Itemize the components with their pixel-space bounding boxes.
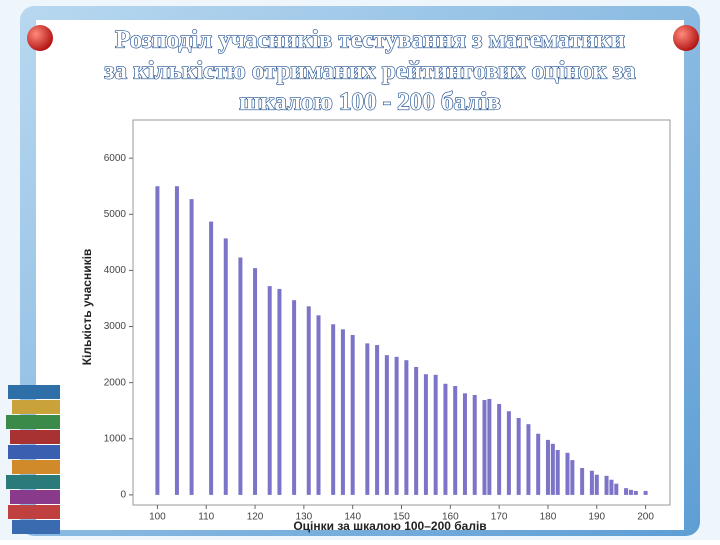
bar [633, 490, 638, 495]
bar [384, 355, 389, 495]
bar [536, 433, 541, 495]
x-axis-label: Оцінки за шкалою 100–200 балів [293, 519, 486, 533]
bar [238, 257, 243, 495]
y-tick-label: 6000 [104, 153, 127, 164]
bar [277, 288, 282, 495]
plot-area [132, 119, 671, 506]
x-tick-label: 150 [393, 512, 410, 523]
bar [340, 329, 345, 495]
bar [545, 439, 550, 495]
y-tick-label: 3000 [104, 321, 127, 332]
x-tick-label: 160 [442, 512, 459, 523]
bar [462, 393, 467, 495]
bar [516, 418, 521, 495]
bar [365, 343, 370, 495]
bar [155, 186, 160, 495]
bar [614, 483, 619, 495]
x-tick-label: 190 [588, 512, 605, 523]
pushpin [673, 25, 699, 51]
bar [643, 490, 648, 495]
bar [628, 489, 633, 495]
bar [594, 474, 599, 495]
bar [253, 268, 258, 495]
bar [589, 470, 594, 495]
bar [350, 334, 355, 495]
bar [624, 488, 629, 495]
bar [526, 424, 531, 495]
bar [580, 467, 585, 495]
bar [497, 403, 502, 495]
x-tick-label: 170 [491, 512, 508, 523]
x-tick-label: 110 [198, 512, 214, 523]
bar [482, 400, 487, 495]
bar [189, 199, 194, 495]
bar [174, 186, 179, 495]
x-tick-label: 200 [637, 512, 654, 523]
bar [306, 306, 311, 495]
bar [423, 374, 428, 495]
y-tick-label: 2000 [104, 377, 127, 388]
bar [443, 383, 448, 495]
chart-title: за кількістю отриманих рейтингових оціно… [104, 58, 636, 85]
bar [555, 450, 560, 495]
books [6, 385, 60, 534]
bar [209, 221, 214, 495]
x-tick-label: 130 [296, 512, 313, 523]
y-tick-label: 4000 [104, 265, 127, 276]
bar [292, 300, 297, 495]
y-axis-label: Кількість учасників [80, 249, 94, 366]
x-tick-label: 140 [344, 512, 361, 523]
bar [565, 452, 570, 495]
bar [433, 374, 438, 495]
y-tick-label: 1000 [104, 433, 127, 444]
x-tick-label: 120 [247, 512, 264, 523]
y-tick-label: 5000 [104, 209, 127, 220]
chart-title: шкалою 100 - 200 балів [239, 89, 501, 116]
bar [223, 238, 228, 495]
bar [604, 475, 609, 495]
bar [609, 479, 614, 495]
bar [550, 443, 555, 495]
bar [394, 356, 399, 495]
bar [414, 366, 419, 495]
bar [570, 460, 575, 495]
bar [267, 286, 272, 495]
bar [487, 398, 492, 495]
y-tick-label: 0 [120, 490, 126, 501]
bar [331, 324, 336, 495]
x-tick-label: 100 [149, 512, 166, 523]
x-tick-label: 180 [540, 512, 557, 523]
bar [506, 411, 511, 495]
bar [404, 360, 409, 495]
bar [453, 386, 458, 495]
bar [375, 345, 380, 495]
chart-title: Розподіл учасників тестування з математи… [115, 27, 625, 54]
bar [316, 315, 321, 495]
pushpin [27, 25, 53, 51]
bar [472, 395, 477, 495]
